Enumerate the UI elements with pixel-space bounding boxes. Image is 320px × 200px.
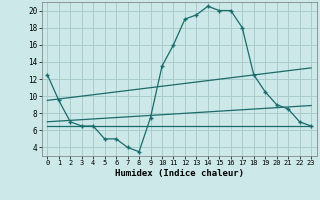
X-axis label: Humidex (Indice chaleur): Humidex (Indice chaleur) [115, 169, 244, 178]
